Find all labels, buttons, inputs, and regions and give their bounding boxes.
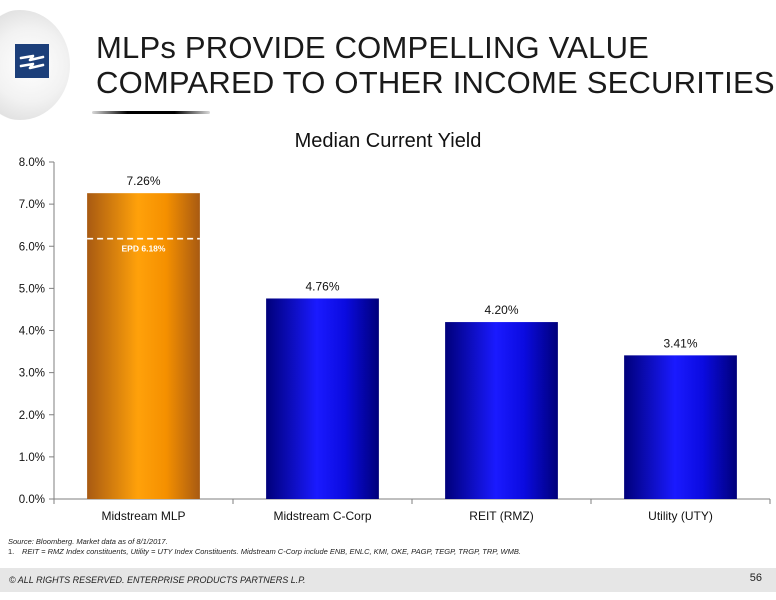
- note-text: REIT = RMZ Index constituents, Utility =…: [22, 547, 521, 556]
- y-tick-label: 2.0%: [19, 410, 45, 422]
- y-tick-label: 4.0%: [19, 326, 45, 338]
- source-text: Source: Bloomberg. Market data as of 8/1…: [8, 537, 168, 546]
- footer-bar: © ALL RIGHTS RESERVED. ENTERPRISE PRODUC…: [0, 568, 776, 592]
- data-label: 4.76%: [305, 279, 339, 293]
- y-tick-label: 6.0%: [19, 241, 45, 253]
- y-tick-label: 5.0%: [19, 283, 45, 295]
- x-tick-label: Utility (UTY): [648, 509, 713, 523]
- bar-midstream-mlp: [87, 193, 200, 500]
- data-label: 7.26%: [126, 174, 160, 188]
- bar-midstream-c-corp: [266, 298, 379, 499]
- page-number: 56: [749, 572, 762, 584]
- source-footnote: Source: Bloomberg. Market data as of 8/1…: [8, 537, 521, 557]
- y-tick-label: 3.0%: [19, 368, 45, 380]
- page-title-line-1: MLPs PROVIDE COMPELLING VALUE: [96, 30, 650, 65]
- y-tick-label: 0.0%: [19, 494, 45, 506]
- epd-annotation-label: EPD 6.18%: [122, 244, 166, 254]
- chart-title: Median Current Yield: [295, 130, 482, 152]
- x-tick-label: Midstream MLP: [101, 509, 185, 523]
- data-label: 3.41%: [663, 336, 697, 350]
- y-tick-label: 8.0%: [19, 157, 45, 169]
- page-title-line-2: COMPARED TO OTHER INCOME SECURITIES: [96, 65, 775, 100]
- data-label: 4.20%: [484, 303, 518, 317]
- x-tick-label: Midstream C-Corp: [273, 509, 371, 523]
- note-line: 1. REIT = RMZ Index constituents, Utility…: [8, 547, 521, 557]
- y-tick-label: 7.0%: [19, 199, 45, 211]
- bar-reit-rmz: [445, 322, 558, 499]
- x-tick-label: REIT (RMZ): [469, 509, 533, 523]
- enterprise-logo-icon: [15, 44, 49, 78]
- note-number: 1.: [8, 547, 15, 556]
- copyright-text: © ALL RIGHTS RESERVED. ENTERPRISE PRODUC…: [9, 575, 306, 585]
- y-tick-label: 1.0%: [19, 452, 45, 464]
- page-title: MLPs PROVIDE COMPELLING VALUE COMPARED T…: [96, 30, 775, 100]
- bar-utility-uty: [624, 355, 737, 499]
- title-underline: [92, 111, 210, 114]
